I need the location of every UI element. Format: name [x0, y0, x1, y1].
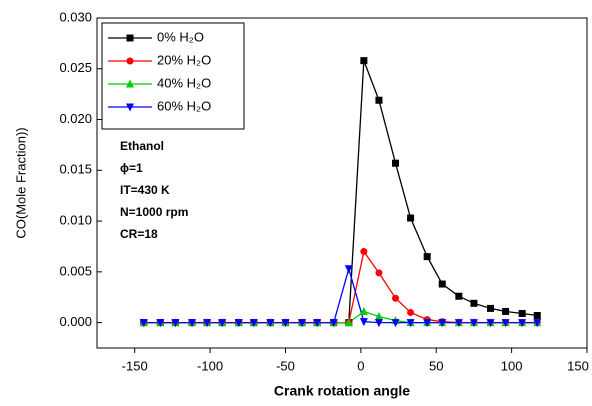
annotation: N=1000 rpm — [120, 205, 188, 219]
legend — [101, 22, 245, 130]
marker — [187, 319, 196, 328]
marker — [423, 253, 431, 261]
series-line — [143, 310, 538, 324]
x-tick-label: 100 — [501, 358, 523, 373]
legend-label: 20% H₂O — [157, 52, 211, 67]
marker — [281, 319, 290, 328]
marker — [359, 306, 368, 315]
marker — [126, 34, 134, 42]
y-tick-label: 0.025 — [59, 60, 92, 75]
marker — [126, 79, 134, 88]
marker — [313, 319, 322, 328]
series-line — [143, 249, 538, 324]
marker — [344, 318, 353, 327]
marker — [454, 319, 463, 328]
marker — [392, 159, 400, 167]
x-tick-label: 0 — [357, 358, 364, 373]
x-tick-label: -50 — [276, 358, 295, 373]
marker — [438, 319, 447, 328]
marker — [359, 318, 368, 327]
marker — [502, 307, 510, 315]
y-tick-label: 0.015 — [59, 162, 92, 177]
marker — [518, 319, 527, 328]
annotation: Ethanol — [120, 139, 164, 153]
y-tick-label: 0.005 — [59, 263, 92, 278]
annotation: IT=430 K — [120, 183, 170, 197]
x-tick-label: 50 — [429, 358, 443, 373]
marker — [266, 319, 275, 328]
x-tick-label: -100 — [197, 358, 223, 373]
marker — [249, 319, 258, 328]
marker — [470, 299, 478, 307]
marker — [298, 319, 307, 328]
marker — [329, 319, 338, 328]
marker — [203, 319, 212, 328]
marker — [533, 312, 541, 320]
y-tick-label: 0.030 — [59, 9, 92, 24]
marker — [533, 319, 542, 328]
y-tick-label: 0.000 — [59, 314, 92, 329]
marker — [469, 319, 478, 328]
marker — [218, 319, 227, 328]
y-tick-label: 0.010 — [59, 213, 92, 228]
marker — [392, 294, 400, 302]
marker — [360, 57, 368, 65]
annotation: ϕ=1 — [120, 161, 143, 175]
marker — [438, 280, 446, 288]
marker — [126, 57, 134, 65]
marker — [391, 319, 400, 328]
y-tick-label: 0.020 — [59, 111, 92, 126]
marker — [407, 214, 415, 222]
marker — [501, 319, 510, 328]
series-line — [143, 266, 538, 324]
legend-label: 0% H₂O — [157, 29, 204, 44]
legend-label: 60% H₂O — [157, 98, 211, 113]
legend-label: 40% H₂O — [157, 75, 211, 90]
marker — [374, 312, 383, 321]
marker — [455, 292, 463, 300]
marker — [518, 309, 526, 317]
marker — [139, 319, 148, 328]
y-axis-label: CO(Mole Fraction)) — [13, 127, 28, 238]
marker — [360, 248, 368, 256]
marker — [156, 319, 165, 328]
marker — [406, 319, 415, 328]
x-tick-label: -150 — [122, 358, 148, 373]
marker — [234, 319, 243, 328]
marker — [126, 103, 134, 112]
marker — [423, 319, 432, 328]
marker — [407, 308, 415, 316]
marker — [486, 319, 495, 328]
marker — [344, 265, 353, 274]
marker — [375, 96, 383, 104]
x-axis-label: Crank rotation angle — [274, 383, 410, 399]
marker — [375, 269, 383, 277]
annotation: CR=18 — [120, 227, 158, 241]
marker — [487, 304, 495, 312]
marker — [171, 319, 180, 328]
x-tick-label: 150 — [567, 358, 589, 373]
plot-frame — [96, 17, 588, 349]
marker — [374, 319, 383, 328]
